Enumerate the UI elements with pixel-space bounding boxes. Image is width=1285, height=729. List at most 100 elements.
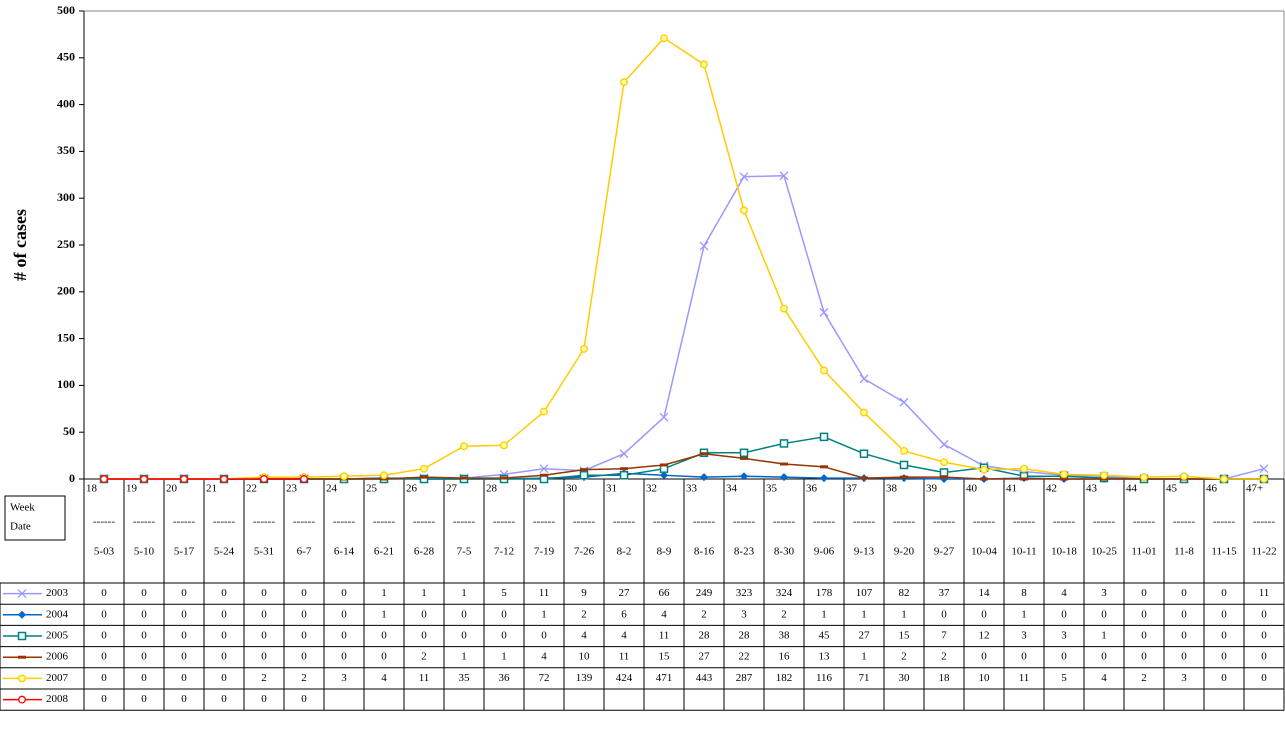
separator: ------ (493, 516, 515, 528)
table-value: 35 (459, 672, 471, 684)
table-value: 3 (741, 608, 747, 620)
table-value: 0 (181, 630, 187, 642)
marker (620, 467, 628, 471)
table-value: 0 (261, 630, 267, 642)
table-value: 323 (736, 587, 753, 599)
table-value: 27 (699, 651, 711, 663)
separator: ------ (1093, 516, 1115, 528)
marker (820, 366, 828, 375)
marker (17, 589, 27, 599)
y-tick-label: 400 (57, 96, 75, 110)
table-value: 0 (221, 587, 227, 599)
table-value: 0 (1221, 630, 1227, 642)
date-label: 8-30 (774, 546, 795, 558)
marker (1060, 470, 1068, 479)
date-label: 5-31 (254, 546, 274, 558)
table-value: 0 (181, 651, 187, 663)
date-label: 5-03 (94, 546, 115, 558)
table-value: 15 (899, 630, 911, 642)
table-value: 11 (1259, 587, 1270, 599)
table-value: 0 (501, 608, 507, 620)
table-value: 1 (861, 651, 867, 663)
table-value: 0 (501, 630, 507, 642)
table-value: 7 (941, 630, 947, 642)
table-value: 4 (621, 630, 627, 642)
date-label: 8-23 (734, 546, 755, 558)
separator: ------ (693, 516, 715, 528)
separator: ------ (533, 516, 555, 528)
table-value: 2 (901, 651, 907, 663)
separator: ------ (453, 516, 475, 528)
table-value: 0 (261, 608, 267, 620)
table-value: 0 (301, 651, 307, 663)
table-value: 0 (1261, 608, 1267, 620)
table-value: 178 (816, 587, 833, 599)
marker (540, 473, 548, 477)
separator: ------ (1053, 516, 1075, 528)
y-tick-label: 350 (57, 143, 75, 157)
table-value: 0 (1261, 630, 1267, 642)
row-header-box (4, 495, 66, 541)
table-value: 0 (341, 587, 347, 599)
marker (420, 464, 428, 473)
table-value: 37 (939, 587, 951, 599)
legend-label: 2008 (46, 693, 69, 705)
table-value: 0 (261, 651, 267, 663)
table-value: 11 (659, 630, 670, 642)
table-value: 9 (581, 587, 587, 599)
table-value: 0 (981, 608, 987, 620)
table-value: 0 (1101, 608, 1107, 620)
table-value: 12 (979, 630, 990, 642)
legend-label: 2007 (46, 672, 69, 684)
date-label: 5-17 (174, 546, 195, 558)
table-value: 30 (899, 672, 911, 684)
table-value: 66 (659, 587, 671, 599)
marker (18, 695, 26, 704)
marker (420, 475, 428, 479)
week-label: 33 (686, 483, 698, 495)
week-label: 41 (1006, 483, 1017, 495)
week-label: 23 (286, 483, 298, 495)
marker (900, 446, 908, 455)
week-label: 45 (1166, 483, 1178, 495)
separator: ------ (333, 516, 355, 528)
marker (140, 475, 148, 483)
table-value: 107 (856, 587, 873, 599)
separator: ------ (613, 516, 635, 528)
table-value: 1 (1101, 630, 1107, 642)
table-value: 0 (101, 630, 107, 642)
table-value: 0 (1261, 672, 1267, 684)
legend-label: 2005 (46, 630, 69, 642)
legend-label: 2003 (46, 587, 69, 599)
date-label: 10-25 (1091, 546, 1117, 558)
week-label: 29 (526, 483, 538, 495)
separator: ------ (133, 516, 155, 528)
row-header-date: Date (10, 521, 31, 533)
table-value: 82 (899, 587, 910, 599)
table-value: 4 (541, 651, 547, 663)
date-label: 11-01 (1131, 546, 1156, 558)
series-line (104, 436, 1264, 480)
marker (660, 463, 668, 467)
date-label: 8-16 (694, 546, 715, 558)
marker (260, 475, 268, 483)
marker (1020, 464, 1028, 473)
date-label: 5-10 (134, 546, 155, 558)
marker (1259, 464, 1269, 474)
marker (860, 408, 868, 417)
week-label: 40 (966, 483, 978, 495)
table-value: 10 (979, 672, 991, 684)
marker (619, 449, 629, 459)
week-label: 35 (766, 483, 778, 495)
table-value: 3 (1021, 630, 1027, 642)
date-label: 9-20 (894, 546, 915, 558)
week-label: 47+ (1246, 483, 1263, 495)
table-value: 3 (1101, 587, 1107, 599)
table-value: 8 (1021, 587, 1027, 599)
separator: ------ (213, 516, 235, 528)
table-value: 0 (181, 608, 187, 620)
marker (699, 241, 709, 251)
separator: ------ (573, 516, 595, 528)
table-value: 0 (461, 630, 467, 642)
